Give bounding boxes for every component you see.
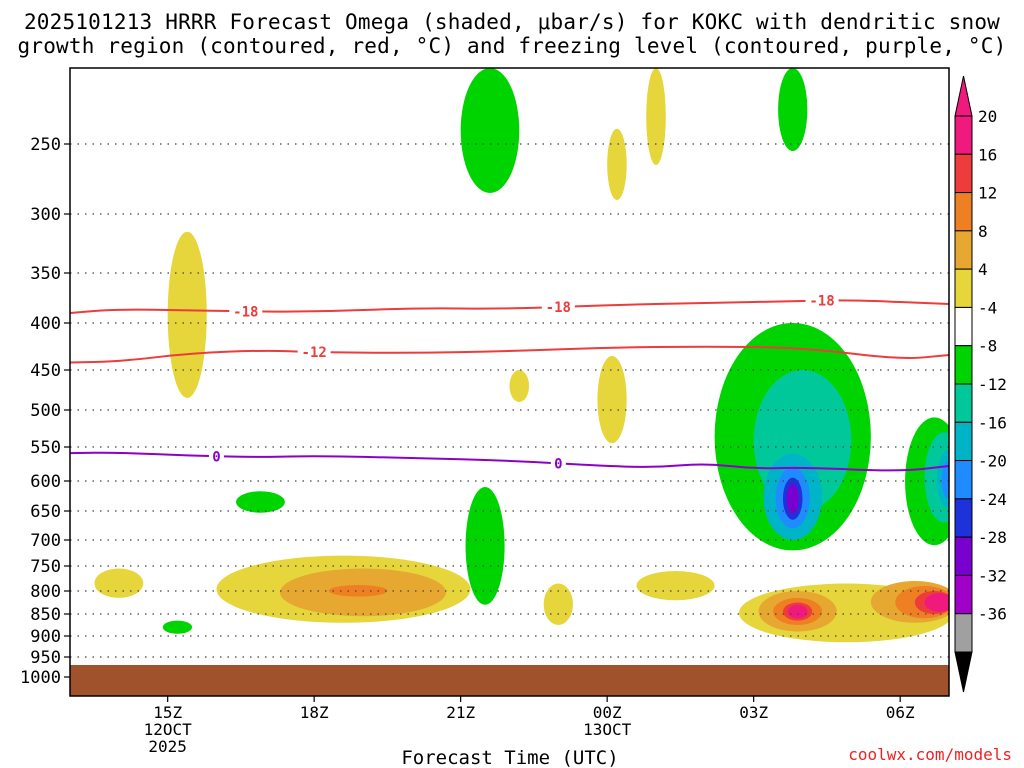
contour-label-dendritic-top-0: -18	[233, 304, 258, 320]
y-tick-label-300: 300	[30, 205, 61, 225]
colorbar-swatch-4	[954, 268, 973, 308]
omega-region-12-4	[328, 585, 388, 597]
colorbar-top-arrow	[954, 75, 973, 117]
colorbar-label-13: -36	[978, 605, 1007, 624]
colorbar-label-11: -28	[978, 528, 1007, 547]
omega-region-4-5	[509, 370, 530, 402]
colorbar-label-2: 12	[978, 184, 997, 203]
site-credit: coolwx.com/models	[848, 745, 1012, 764]
omega-region-4-1	[167, 231, 207, 398]
contour-label-dendritic-top-2: -18	[809, 294, 834, 310]
colorbar-swatch-5	[954, 306, 973, 347]
x-tick-label-15Z-0: 15Z	[153, 703, 182, 722]
omega-colorbar: 20 16 12 8 4 -4 -8 -12 -16 -20 -24 -28 -32 -36	[954, 75, 1007, 693]
colorbar-label-10: -24	[978, 490, 1007, 509]
y-tick-label-550: 550	[30, 438, 61, 458]
contour-dendritic-bottom	[70, 345, 949, 364]
omega-region-20-19	[924, 593, 949, 612]
colorbar-label-7: -12	[978, 375, 1007, 394]
contour-freezing-level	[70, 451, 949, 472]
plot-frame	[69, 67, 950, 697]
contour-dendritic-top	[70, 299, 949, 314]
y-tick-label-400: 400	[30, 314, 61, 334]
y-tick-label-800: 800	[30, 582, 61, 602]
omega-region--8-23	[465, 487, 505, 605]
axes-layer: 2503003504004505005506006507007508008509…	[20, 135, 915, 756]
x-tick-label-15Z-1: 12OCT	[144, 720, 193, 739]
omega-region-4-7	[597, 355, 627, 444]
x-tick-label-21Z-0: 21Z	[446, 703, 475, 722]
x-tick-label-00Z-1: 13OCT	[583, 720, 632, 739]
contour-label-bg-dendritic-top-1	[541, 299, 575, 315]
colorbar-label-8: -16	[978, 413, 1007, 432]
omega-region-20-15	[787, 604, 808, 619]
colorbar-label-0: 20	[978, 107, 997, 126]
colorbar-label-9: -20	[978, 452, 1007, 471]
y-tick-label-350: 350	[30, 264, 61, 284]
omega-shading-layer	[70, 68, 949, 696]
omega-region--8-25	[778, 68, 808, 151]
y-tick-label-900: 900	[30, 627, 61, 647]
omega-region-4-0	[94, 568, 144, 598]
x-tick-label-18Z-0: 18Z	[300, 703, 329, 722]
y-tick-label-450: 450	[30, 361, 61, 381]
colorbar-label-1: 16	[978, 145, 997, 164]
contour-label-dendritic-top-1: -18	[546, 300, 571, 316]
chart-title-line-1: 2025101213 HRRR Forecast Omega (shaded, …	[23, 10, 1001, 34]
contour-label-bg-dendritic-bottom-0	[297, 344, 331, 361]
x-tick-label-06Z-0: 06Z	[886, 703, 915, 722]
colorbar-swatch-10	[954, 498, 973, 538]
contour-label-bg-dendritic-top-0	[229, 303, 263, 320]
omega-region-4-10	[636, 571, 715, 601]
contour-label-bg-freezing-level-1	[550, 455, 566, 472]
colorbar-swatch-13	[954, 613, 973, 653]
y-tick-label-850: 850	[30, 605, 61, 625]
chart-title-line-2: growth region (contoured, red, °C) and f…	[17, 34, 1007, 58]
y-tick-label-500: 500	[30, 401, 61, 421]
colorbar-swatch-1	[954, 153, 973, 194]
y-tick-label-650: 650	[30, 502, 61, 522]
colorbar-swatch-3	[954, 230, 973, 270]
contour-label-dendritic-bottom-0: -12	[302, 345, 327, 361]
x-tick-label-03Z-0: 03Z	[739, 703, 768, 722]
colorbar-swatch-11	[954, 536, 973, 576]
x-axis-label: Forecast Time (UTC)	[401, 747, 618, 768]
contour-label-bg-dendritic-top-2	[805, 292, 839, 309]
colorbar-swatch-9	[954, 460, 973, 500]
y-tick-label-1000: 1000	[20, 668, 61, 688]
colorbar-label-3: 8	[978, 222, 988, 241]
colorbar-swatch-6	[954, 345, 973, 385]
colorbar-label-12: -32	[978, 566, 1007, 585]
omega-region--20-32	[941, 460, 949, 499]
omega-region-4-8	[607, 128, 627, 200]
colorbar-swatch-8	[954, 421, 973, 462]
contour-label-bg-freezing-level-0	[209, 448, 224, 465]
colorbar-label-4: 4	[978, 260, 988, 279]
y-tick-label-600: 600	[30, 472, 61, 492]
omega-region--8-22	[460, 68, 520, 193]
colorbar-bottom-arrow	[954, 651, 973, 693]
y-tick-label-750: 750	[30, 557, 61, 577]
omega-region--8-20	[162, 620, 193, 634]
x-tick-label-00Z-0: 00Z	[593, 703, 622, 722]
temperature-contours: -18 -18 -18 -12 0 0	[70, 292, 949, 472]
colorbar-swatch-12	[954, 574, 973, 615]
contour-label-freezing-level-0: 0	[212, 449, 220, 465]
colorbar-swatch-7	[954, 383, 973, 423]
colorbar-label-6: -8	[978, 337, 997, 356]
y-tick-label-250: 250	[30, 135, 61, 155]
contour-label-freezing-level-1: 0	[554, 456, 562, 472]
omega-region--28-34	[786, 484, 799, 514]
colorbar-swatch-2	[954, 192, 973, 232]
y-tick-label-950: 950	[30, 648, 61, 668]
colorbar-label-5: -4	[978, 298, 997, 317]
colorbar-swatch-0	[954, 115, 973, 155]
y-tick-label-700: 700	[30, 531, 61, 551]
x-tick-label-15Z-2: 2025	[148, 737, 187, 756]
omega-region-4-9	[646, 68, 666, 165]
ground-terrain	[70, 665, 949, 696]
omega-region-4-6	[543, 583, 573, 625]
omega-region--8-21	[236, 491, 285, 513]
